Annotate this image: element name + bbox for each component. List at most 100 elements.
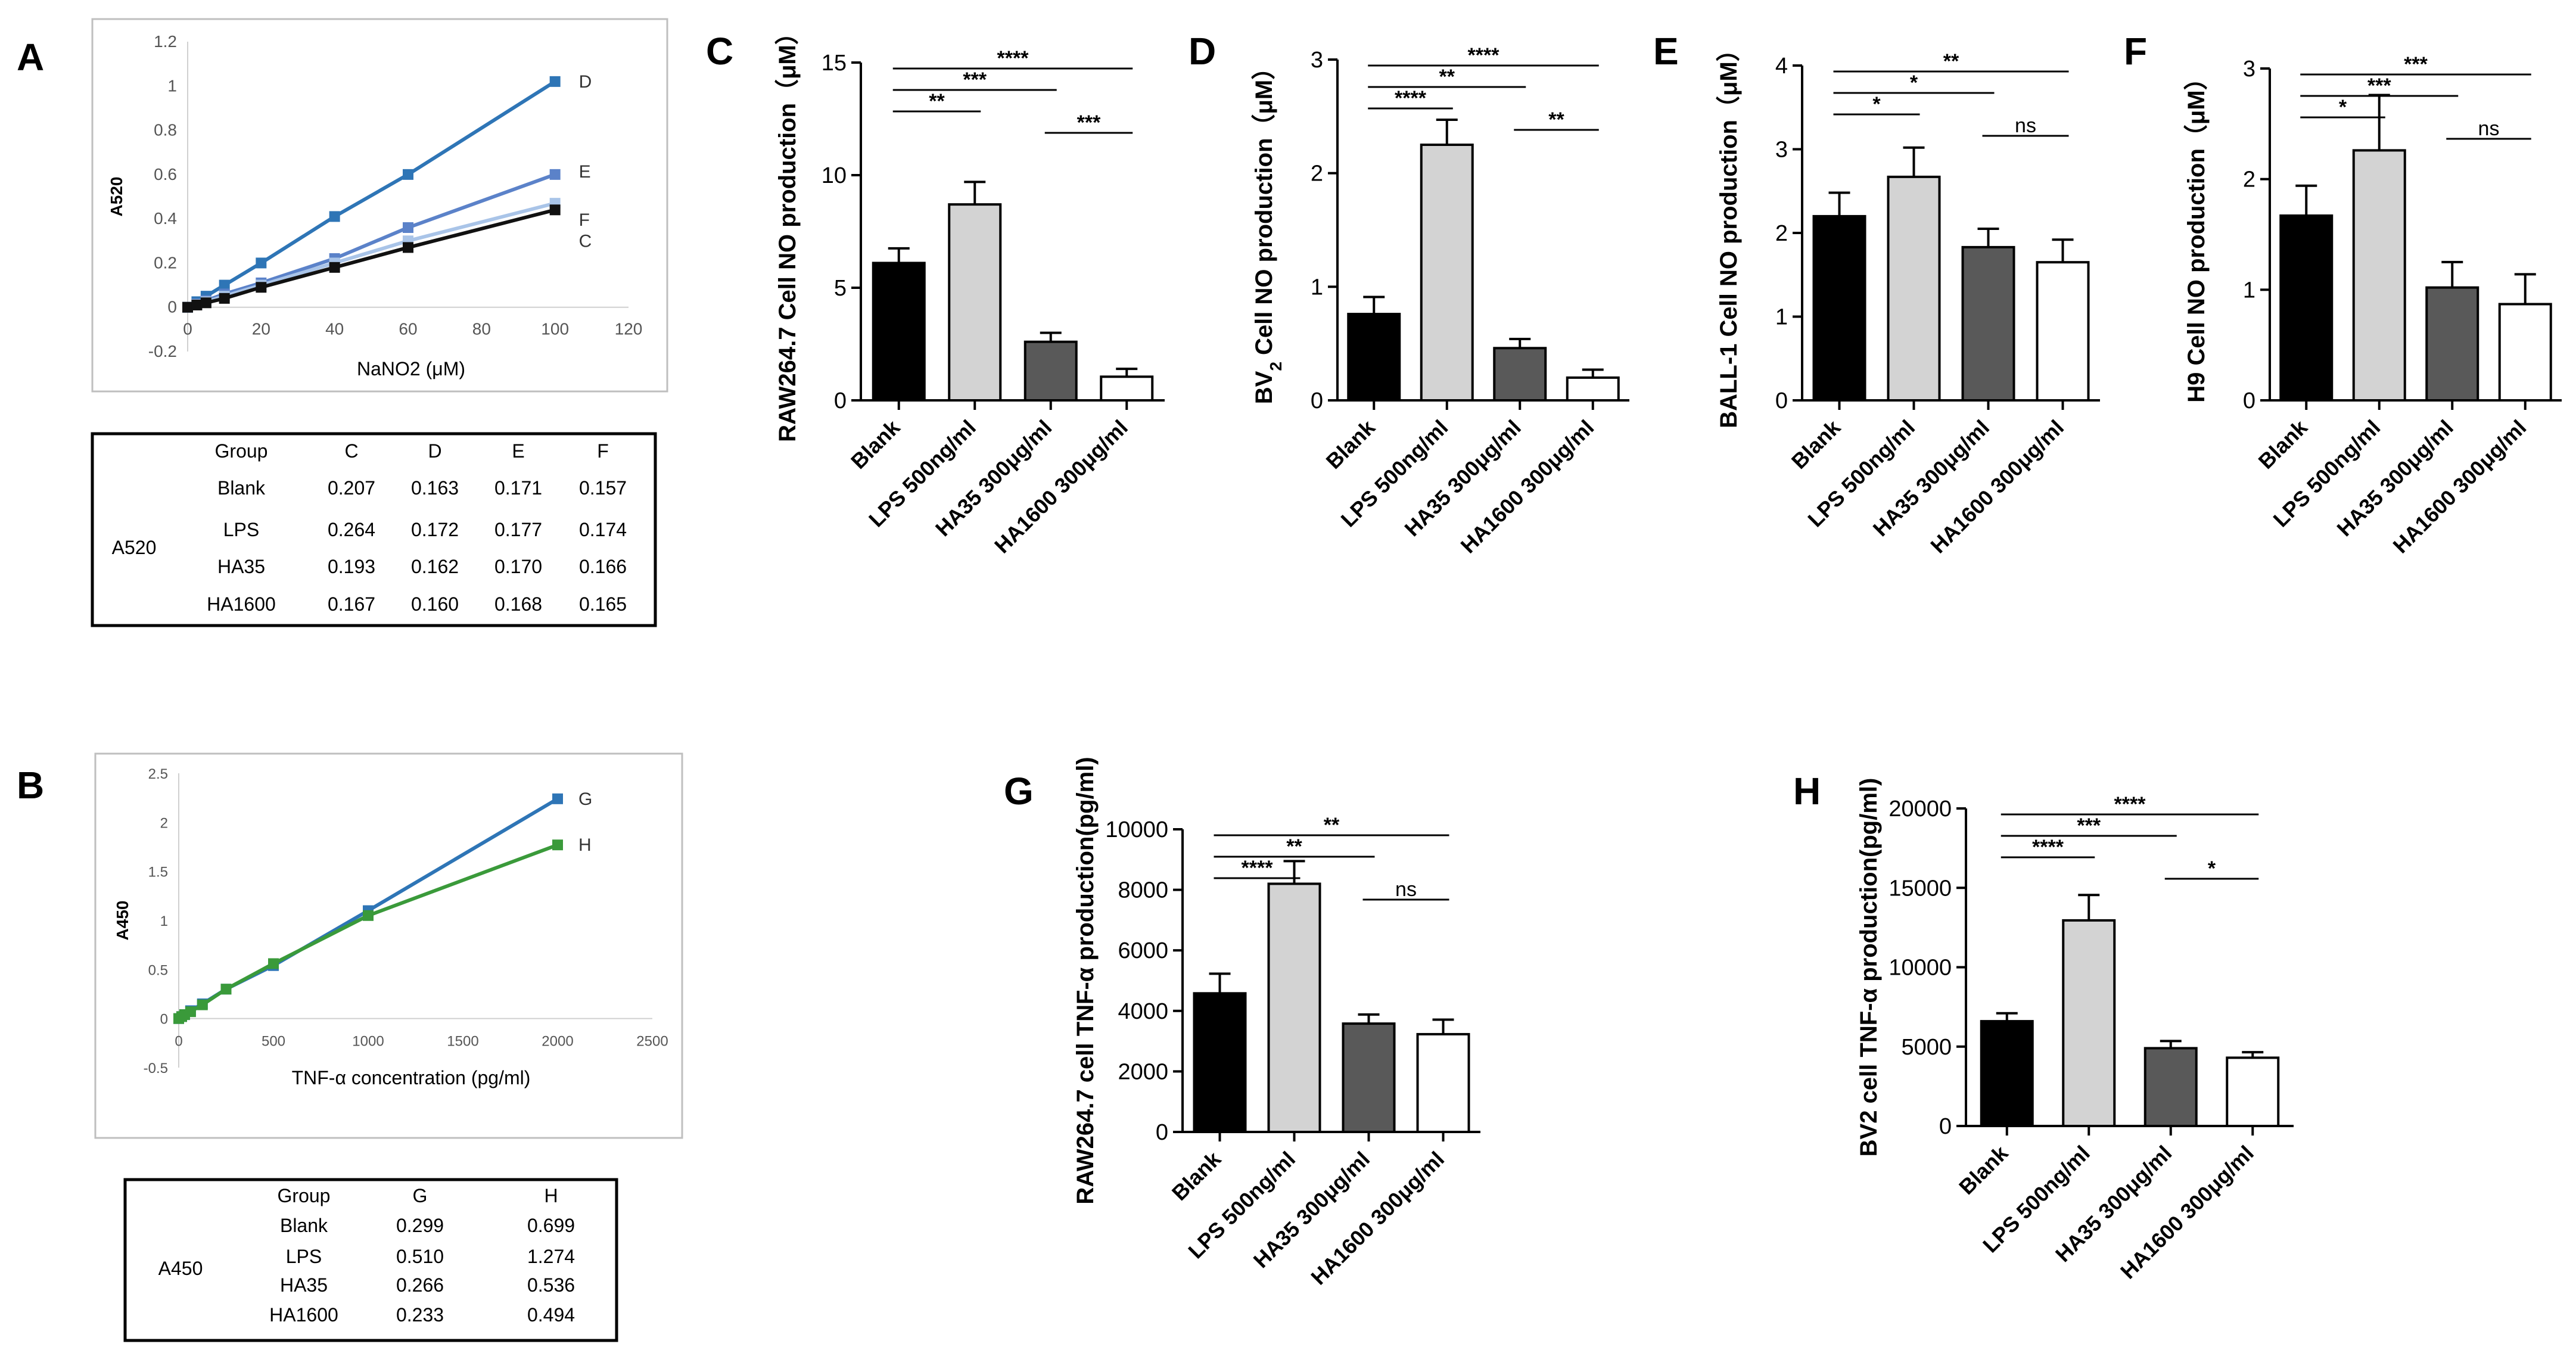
category-label-d: HA1600 300μg/ml [1456,415,1599,558]
significance-label-f: *** [2404,53,2428,76]
category-label-c: HA1600 300μg/ml [990,415,1133,558]
x-tick-label-a: 60 [399,320,417,338]
table-column-header: Group [215,440,268,462]
series-marker-b [197,999,208,1010]
series-marker-a [200,297,211,309]
panel-letter-h: H [1793,770,1821,813]
y-tick-label-f: 0 [2243,388,2255,413]
panel-letter-f: F [2124,30,2147,73]
y-axis-title-main-f: H9 Cell NO production（μM） [2183,66,2210,402]
bar-c [948,203,1002,402]
y-tick-label-e: 2 [1775,221,1788,246]
y-tick-label-g: 4000 [1118,999,1168,1024]
y-axis-title-main-g: RAW264.7 cell TNF-α production(pg/ml) [1072,757,1099,1204]
y-tick-label-d: 2 [1311,161,1323,186]
bar-d [1566,376,1620,402]
series-label-a: F [579,210,590,230]
data-table-b: A450 Group G H Blank 0.299 0.699 LPS 0.510 1.274 H… [123,1178,618,1342]
series-label-a: C [579,231,592,251]
table-cell: 1.274 [527,1246,575,1267]
y-tick-label-a: 1.2 [154,32,177,51]
significance-label-f: *** [2367,74,2391,97]
y-axis-title-b: A450 [113,901,132,941]
significance-label-h: **** [2032,836,2064,858]
x-tick-label-b: 2000 [542,1034,573,1050]
series-marker-b [268,958,279,969]
y-axis-title-e: BALL-1 Cell NO production（μM） [1716,38,1742,428]
bar-e [1887,175,1941,402]
table-cell: 0.177 [494,519,542,540]
significance-label-d: **** [1468,44,1500,67]
table-cell: 0.299 [396,1215,444,1236]
bar-c [872,262,926,402]
table-cell: 0.163 [411,477,459,499]
bar-g [1416,1032,1470,1134]
category-label-d: Blank [1321,415,1380,474]
y-tick-label-h: 20000 [1889,797,1952,822]
significance-label-h: **** [2114,793,2146,816]
table-cell: 0.174 [579,519,627,540]
y-tick-label-a: 0 [167,298,177,316]
x-tick-label-a: 80 [472,320,491,338]
data-table-a: A520 Group C D E F Blank 0.207 0.163 0.171 0.157 LP… [91,432,657,627]
x-axis-title-b: TNF-α concentration (pg/ml) [292,1067,531,1088]
x-tick-label-a: 20 [252,320,270,338]
y-axis-title-main-d: BV [1251,371,1277,404]
y-tick-label-g: 0 [1156,1120,1168,1145]
bar-f [2279,214,2334,402]
y-axis-title-a: A520 [107,177,126,217]
series-marker-b [220,984,232,995]
y-tick-label-b: 0 [160,1012,168,1028]
table-cell: HA35 [280,1274,328,1296]
bar-h [2226,1056,2280,1128]
bar-h [2143,1047,2198,1128]
y-tick-label-c: 0 [834,388,847,413]
table-cell: HA1600 [207,593,276,615]
y-axis-title-d: BV2 Cell NO production（μM） [1251,56,1285,405]
x-tick-label-b: 1000 [352,1034,384,1050]
x-tick-label-b: 2500 [636,1034,668,1050]
series-label-a: E [579,162,591,182]
table-cell: Blank [217,477,266,499]
standard-curve-b: -0.5 0 0.5 1 1.5 2 2.5 0 500 1000 1500 2000 2500 G H TN… [94,752,683,1139]
bar-d [1493,347,1547,402]
y-tick-label-e: 4 [1775,54,1788,79]
y-axis-title-main-c: RAW264.7 Cell NO production（μM） [774,21,801,442]
x-axis-title-a: NaNO2 (μM) [357,358,465,380]
series-marker-a [549,169,561,180]
y-axis-title-sub-d: 2 [1267,362,1285,371]
table-column-header: F [597,440,609,462]
significance-label-c: *** [963,69,987,91]
table-column-header: Group [278,1185,331,1206]
significance-label-g: ns [1395,878,1417,901]
bar-g [1193,992,1247,1134]
significance-label-d: ** [1439,66,1455,88]
table-cell: 0.536 [527,1274,575,1296]
series-marker-a [219,279,230,291]
series-marker-a [549,204,561,216]
standard-curve-a: -0.2 0 0.2 0.4 0.6 0.8 1 1.2 0 20 40 60 80 100 120 D E FC… [91,18,668,393]
table-cell: 0.207 [328,477,375,499]
bar-e [1961,245,2015,402]
bar-c [1023,340,1078,402]
y-tick-label-a: 0.8 [154,121,177,139]
y-tick-label-d: 0 [1311,388,1323,413]
series-marker-a [329,211,340,222]
panel-letter-e: E [1653,30,1679,73]
y-tick-label-e: 3 [1775,138,1788,163]
y-tick-label-a: 0.4 [154,209,177,228]
y-tick-label-g: 8000 [1118,878,1168,903]
table-cell: 0.494 [527,1304,575,1326]
x-tick-label-a: 100 [541,320,569,338]
series-marker-b [363,910,374,921]
y-axis-title-f: H9 Cell NO production（μM） [2183,66,2210,402]
y-tick-label-b: -0.5 [144,1060,168,1077]
y-tick-label-g: 10000 [1105,817,1168,842]
significance-label-e: * [1872,93,1881,116]
y-tick-label-e: 0 [1775,388,1788,413]
series-marker-a [256,257,267,269]
